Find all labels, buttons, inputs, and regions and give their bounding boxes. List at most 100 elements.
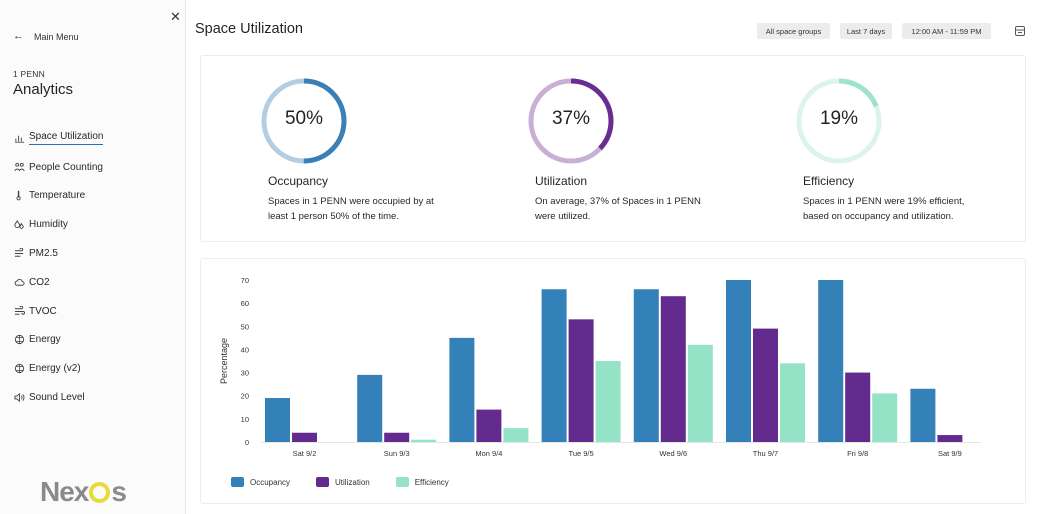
y-axis-label: Percentage — [219, 338, 229, 384]
sidebar-item-energy-v2[interactable]: Energy (v2) — [13, 354, 173, 383]
chart-icon — [13, 132, 25, 144]
legend-item-utilization[interactable]: Utilization — [316, 477, 370, 487]
bar-utilization[interactable] — [476, 409, 502, 442]
bar-utilization[interactable] — [753, 328, 778, 442]
bar-occupancy[interactable] — [357, 374, 383, 442]
sidebar-item-pm2-5[interactable]: PM2.5 — [13, 239, 173, 268]
chart-card: 0 10 20 30 40 50 60 70 Percentage Sat 9/2 Sun 9/3 M… — [200, 258, 1026, 504]
utilization-value: 37% — [551, 108, 591, 129]
y-tick-label: 10 — [241, 415, 249, 424]
bar-occupancy[interactable] — [633, 289, 659, 442]
sidebar: ✕ ← Main Menu 1 PENN Analytics Space Uti… — [0, 0, 186, 514]
legend-label: Occupancy — [250, 477, 291, 487]
sidebar-item-people-counting[interactable]: People Counting — [13, 153, 173, 182]
air-icon — [13, 248, 25, 260]
bar-occupancy[interactable] — [818, 280, 844, 442]
bar-utilization[interactable] — [568, 319, 594, 442]
energy-icon — [13, 334, 25, 346]
bar-efficiency[interactable] — [411, 439, 437, 442]
legend-swatch — [395, 477, 409, 487]
bar-utilization[interactable] — [845, 372, 871, 442]
sidebar-item-co2[interactable]: CO2 — [13, 268, 173, 297]
bar-efficiency[interactable] — [872, 393, 898, 442]
bar-efficiency[interactable] — [687, 344, 713, 442]
wind-icon — [13, 305, 25, 317]
sidebar-item-sound-level[interactable]: Sound Level — [13, 383, 173, 412]
bar-occupancy[interactable] — [265, 398, 290, 442]
sidebar-item-tvoc[interactable]: TVOC — [13, 297, 173, 326]
date-range-filter[interactable]: Last 7 days — [840, 23, 892, 39]
utilization-description: On average, 37% of Spaces in 1 PENN were… — [535, 196, 701, 222]
sidebar-item-space-utilization[interactable]: Space Utilization — [13, 124, 173, 153]
sidebar-item-label: Sound Level — [29, 392, 85, 404]
efficiency-value: 19% — [819, 108, 859, 129]
humidity-icon — [13, 219, 25, 231]
bar-occupancy[interactable] — [449, 337, 475, 442]
cloud-icon — [13, 276, 25, 288]
time-range-filter[interactable]: 12:00 AM - 11:59 PM — [902, 23, 991, 39]
speaker-icon — [13, 392, 25, 404]
y-tick-label: 60 — [241, 299, 249, 308]
bar-occupancy[interactable] — [541, 289, 567, 442]
bar-efficiency[interactable] — [595, 361, 621, 442]
energy-icon — [13, 363, 25, 375]
x-tick-label: Tue 9/5 — [569, 449, 594, 458]
y-tick-label: 40 — [241, 345, 249, 354]
thermometer-icon — [13, 190, 25, 202]
x-tick-label: Thu 9/7 — [753, 449, 778, 458]
sidebar-item-label: Humidity — [29, 219, 68, 231]
close-icon[interactable]: ✕ — [170, 9, 181, 24]
bar-chart: 0 10 20 30 40 50 60 70 Percentage Sat 9/2 Sun 9/3 M… — [219, 276, 981, 458]
building-name: 1 PENN — [13, 69, 45, 79]
page-title: Space Utilization — [195, 21, 303, 37]
arrow-left-icon: ← — [13, 30, 24, 42]
y-tick-label: 50 — [241, 322, 249, 331]
chart-legend: Occupancy Utilization Efficiency — [231, 477, 475, 487]
sidebar-item-humidity[interactable]: Humidity — [13, 210, 173, 239]
occupancy-title: Occupancy — [268, 174, 329, 188]
sidebar-item-energy[interactable]: Energy — [13, 326, 173, 355]
bar-utilization[interactable] — [384, 432, 410, 442]
efficiency-title: Efficiency — [803, 174, 855, 188]
bar-utilization[interactable] — [292, 432, 317, 442]
utilization-title: Utilization — [535, 174, 588, 188]
bar-utilization[interactable] — [660, 296, 686, 442]
space-group-filter[interactable]: All space groups — [757, 23, 830, 39]
efficiency-ring — [796, 78, 882, 164]
bar-efficiency[interactable] — [503, 428, 529, 442]
bar-efficiency[interactable] — [780, 363, 805, 442]
x-tick-label: Sat 9/2 — [293, 449, 317, 458]
bar-utilization[interactable] — [937, 435, 963, 442]
y-tick-label: 20 — [241, 392, 249, 401]
bar-occupancy[interactable] — [726, 280, 751, 442]
y-tick-label: 0 — [245, 438, 249, 447]
export-icon[interactable] — [1014, 25, 1026, 37]
y-tick-label: 70 — [241, 276, 249, 285]
occupancy-ring — [261, 78, 347, 164]
x-tick-label: Fri 9/8 — [847, 449, 868, 458]
sidebar-item-label: Energy — [29, 334, 61, 346]
sidebar-item-label: TVOC — [29, 305, 57, 317]
x-tick-label: Sat 9/9 — [938, 449, 962, 458]
efficiency-description: Spaces in 1 PENN were 19% efficient, bas… — [803, 196, 965, 222]
main-menu-link[interactable]: ← Main Menu — [13, 31, 79, 42]
x-tick-label: Sun 9/3 — [384, 449, 410, 458]
sidebar-item-label: Space Utilization — [29, 131, 104, 146]
occupancy-description: Spaces in 1 PENN were occupied by at lea… — [268, 196, 434, 222]
occupancy-value: 50% — [284, 108, 324, 129]
legend-label: Efficiency — [414, 477, 449, 487]
main-menu-label: Main Menu — [34, 31, 79, 42]
legend-item-occupancy[interactable]: Occupancy — [231, 477, 290, 487]
legend-label: Utilization — [335, 477, 370, 487]
section-title: Analytics — [13, 81, 74, 98]
sidebar-item-temperature[interactable]: Temperature — [13, 182, 173, 211]
stats-card: 50% Occupancy Spaces in 1 PENN were occupi… — [200, 55, 1026, 242]
sidebar-item-label: Energy (v2) — [29, 363, 81, 375]
legend-swatch — [316, 477, 330, 487]
legend-item-efficiency[interactable]: Efficiency — [395, 477, 449, 487]
x-tick-label: Mon 9/4 — [475, 449, 502, 458]
sidebar-item-label: People Counting — [29, 161, 103, 173]
utilization-ring — [528, 78, 614, 164]
sidebar-nav: Space Utilization People Counting Temperat… — [13, 124, 173, 412]
bar-occupancy[interactable] — [910, 388, 936, 442]
